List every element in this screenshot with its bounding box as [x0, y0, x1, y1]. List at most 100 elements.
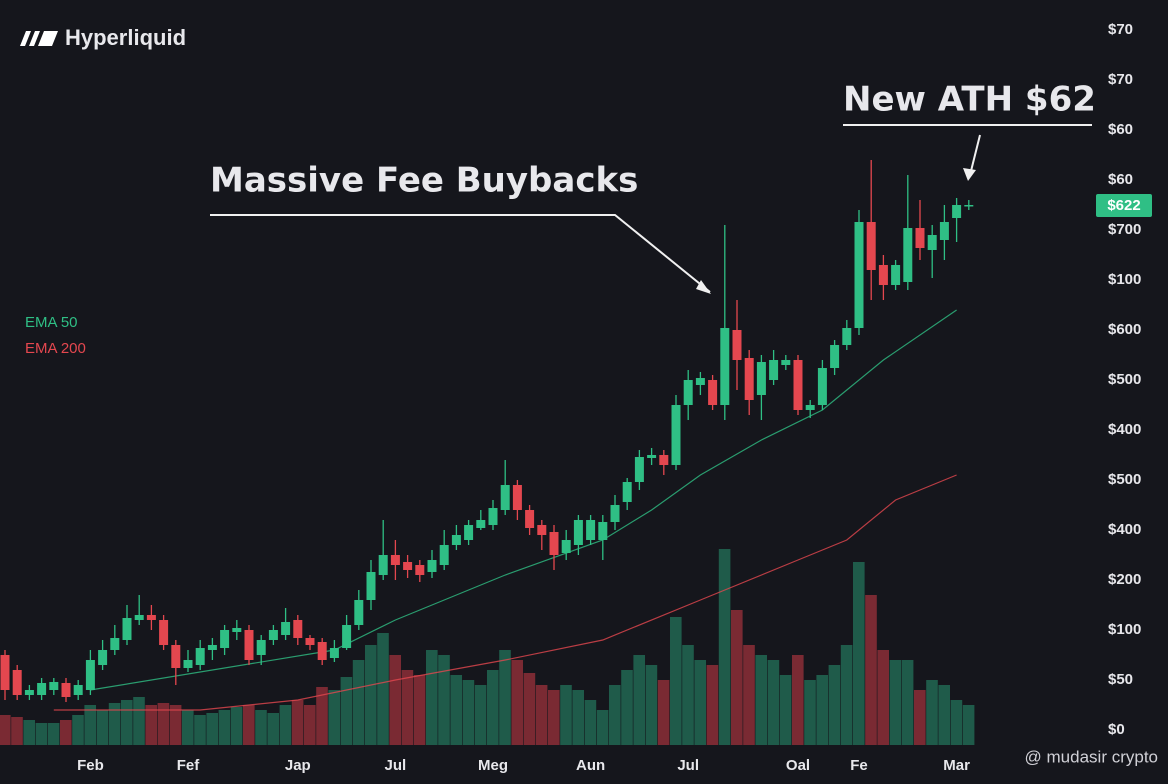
candle-body: [85, 660, 95, 690]
candle-body: [207, 645, 217, 650]
candle-body: [561, 540, 571, 553]
y-tick-label: $100: [1108, 621, 1141, 638]
volume-bar: [84, 705, 96, 745]
volume-bar: [706, 665, 719, 745]
volume-bar: [682, 645, 694, 745]
x-tick-label: Jul: [385, 757, 407, 774]
volume-bar: [72, 715, 84, 745]
volume-bar: [377, 633, 389, 745]
volume-bar: [548, 690, 560, 745]
volume-bar: [877, 650, 889, 745]
candle-body: [378, 555, 388, 575]
logo-icon: [20, 31, 58, 46]
volume-bar: [47, 723, 60, 745]
candle-body: [708, 380, 718, 405]
candle-body: [769, 360, 779, 380]
volume-bar: [718, 549, 731, 745]
candle-body: [342, 625, 352, 648]
volume-bar: [121, 700, 133, 745]
candle-body: [122, 618, 132, 640]
annotation: Massive Fee Buybacks: [210, 161, 638, 201]
volume-bar: [865, 595, 877, 745]
volume-bar: [767, 660, 780, 745]
candle-body: [146, 615, 156, 620]
candle-body: [24, 690, 34, 695]
price-tag: $622: [1107, 197, 1140, 214]
y-tick-label: $400: [1108, 421, 1141, 438]
y-tick-label: $500: [1108, 471, 1141, 488]
volume-bar: [609, 685, 621, 745]
volume-bar: [816, 675, 828, 745]
watermark: @ mudasir crypto: [1025, 747, 1158, 766]
volume-bar: [901, 660, 914, 745]
candle-body: [0, 655, 10, 690]
candle-body: [793, 360, 803, 410]
candle-body: [98, 650, 108, 665]
x-tick-label: Feb: [77, 757, 104, 774]
candles: [0, 160, 974, 702]
candle-body: [854, 222, 864, 328]
candle-body: [622, 482, 632, 502]
volume-bar: [291, 700, 304, 745]
volume-bar: [926, 680, 938, 745]
candle-body: [73, 685, 83, 695]
volume-bar: [523, 673, 536, 745]
candle-body: [537, 525, 547, 535]
volume-bar: [157, 703, 170, 745]
volume-bar: [755, 655, 767, 745]
arrow-head: [696, 280, 711, 294]
brand-logo: Hyperliquid: [20, 25, 186, 50]
y-tick-label: $60: [1108, 121, 1133, 138]
candle-body: [134, 615, 144, 620]
candle-body: [842, 328, 852, 345]
candle-body: [915, 228, 925, 248]
volume-bar: [438, 655, 450, 745]
volume-bar: [11, 717, 23, 745]
volume-bar: [316, 687, 328, 745]
volume-bar: [645, 665, 658, 745]
volume-bar: [365, 645, 377, 745]
candle-body: [281, 622, 291, 635]
y-tick-label: $600: [1108, 321, 1141, 338]
candle-body: [952, 205, 962, 218]
volume-bar: [352, 660, 365, 745]
candle-body: [525, 510, 535, 528]
candle-body: [268, 630, 278, 640]
candle-body: [439, 545, 449, 565]
annotation-arrow: [969, 134, 981, 176]
volume-bar: [462, 680, 475, 745]
volume-bar: [621, 670, 633, 745]
brand-name: Hyperliquid: [65, 25, 186, 50]
candle-body: [329, 648, 339, 658]
volume-bar: [96, 710, 109, 745]
candle-body: [549, 532, 559, 555]
volume-bar: [23, 720, 35, 745]
volume-bar: [206, 713, 218, 745]
candle-body: [488, 508, 498, 525]
volume-bar: [413, 675, 426, 745]
candle-body: [671, 405, 681, 465]
candle-body: [598, 522, 608, 540]
candle-body: [415, 565, 425, 575]
x-tick-label: Fef: [177, 757, 201, 774]
candle-body: [256, 640, 266, 655]
arrow-head: [963, 168, 976, 181]
volume-bar: [914, 690, 926, 745]
candle-body: [49, 682, 59, 690]
candle-body: [390, 555, 400, 565]
y-tick-label: $500: [1108, 371, 1141, 388]
volume-bar: [694, 660, 706, 745]
candle-body: [939, 222, 949, 240]
candle-body: [37, 683, 47, 695]
volume-bar: [779, 675, 792, 745]
volume-bar: [218, 710, 231, 745]
volume-bar: [0, 715, 11, 745]
candle-body: [866, 222, 876, 270]
volume-bar: [804, 680, 816, 745]
candle-body: [964, 205, 974, 207]
ema-line: [53, 474, 957, 711]
candle-body: [647, 455, 657, 458]
y-tick-label: $700: [1108, 221, 1141, 238]
candle-body: [159, 620, 169, 645]
